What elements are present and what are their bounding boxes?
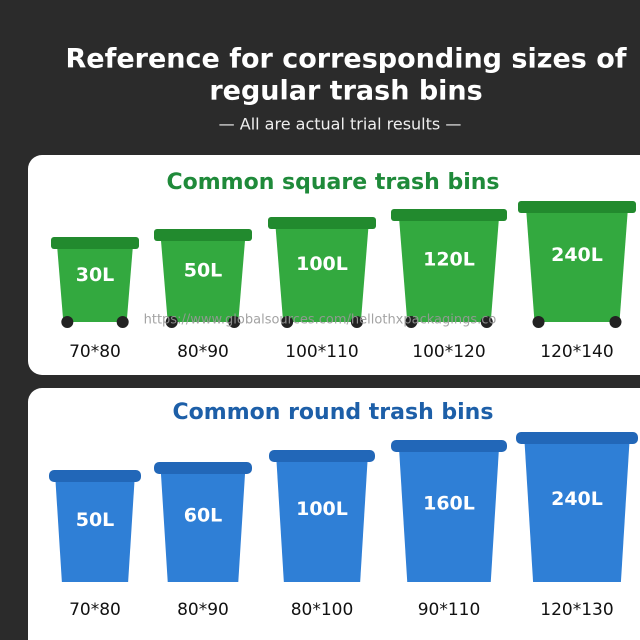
bin-wheel (350, 316, 363, 328)
bin-size: 120*140 (540, 342, 613, 362)
bin-lid (516, 432, 638, 444)
bin-size: 80*100 (291, 600, 354, 620)
bin-size: 70*80 (69, 600, 121, 620)
bin-lid (154, 462, 252, 474)
bin-lid (518, 201, 636, 213)
bin-lid (391, 440, 507, 452)
bin-wheel (405, 316, 418, 328)
bin-body (276, 460, 368, 582)
bin-body (55, 480, 135, 582)
bin-capacity: 50L (76, 509, 115, 531)
bin-capacity: 100L (296, 498, 348, 520)
section-title: Common round trash bins (173, 400, 494, 425)
bin-lid (391, 209, 507, 221)
bin-size: 120*130 (540, 600, 613, 620)
bin-capacity: 160L (423, 492, 475, 514)
bin-capacity: 30L (76, 264, 115, 286)
bin-wheel (165, 316, 178, 328)
subtitle: — All are actual trial results — (219, 115, 462, 134)
bin-wheel (480, 316, 493, 328)
bin-size: 80*90 (177, 342, 229, 362)
watermark: https://www.globalsources.com/hellothxpa… (144, 313, 497, 328)
bin-lid (268, 217, 376, 229)
bin-body (160, 239, 246, 322)
bin-wheel (281, 316, 294, 328)
bin-capacity: 120L (423, 248, 475, 270)
bin-capacity: 100L (296, 253, 348, 275)
bin-wheel (532, 316, 545, 328)
bin-body (399, 219, 499, 322)
bins: 30L 70*80 50L 80*90 100L 100*110 120L 100*120 24… (49, 201, 638, 620)
bin-capacity: 50L (184, 259, 223, 281)
bin-body (524, 442, 630, 582)
bin-body (57, 247, 133, 322)
bin-lid (154, 229, 252, 241)
bin-body (275, 227, 369, 322)
bin-wheel (116, 316, 129, 328)
bin-lid (51, 237, 139, 249)
bin-body (160, 472, 246, 582)
bin-lid (49, 470, 141, 482)
bin-size: 90*110 (418, 600, 481, 620)
section-title: Common square trash bins (167, 170, 500, 195)
bin-size: 100*120 (412, 342, 485, 362)
bin-body (526, 211, 628, 322)
bin-body (399, 450, 499, 582)
bin-lid (269, 450, 375, 462)
bin-wheel (61, 316, 74, 328)
title-line: regular trash bins (209, 76, 482, 107)
bin-capacity: 60L (184, 505, 223, 527)
bin-wheel (228, 316, 241, 328)
bin-size: 70*80 (69, 342, 121, 362)
bin-capacity: 240L (551, 488, 603, 510)
title-line: Reference for corresponding sizes of (65, 44, 626, 75)
bin-capacity: 240L (551, 244, 603, 266)
bin-wheel (609, 316, 622, 328)
bin-size: 100*110 (285, 342, 358, 362)
bin-size: 80*90 (177, 600, 229, 620)
